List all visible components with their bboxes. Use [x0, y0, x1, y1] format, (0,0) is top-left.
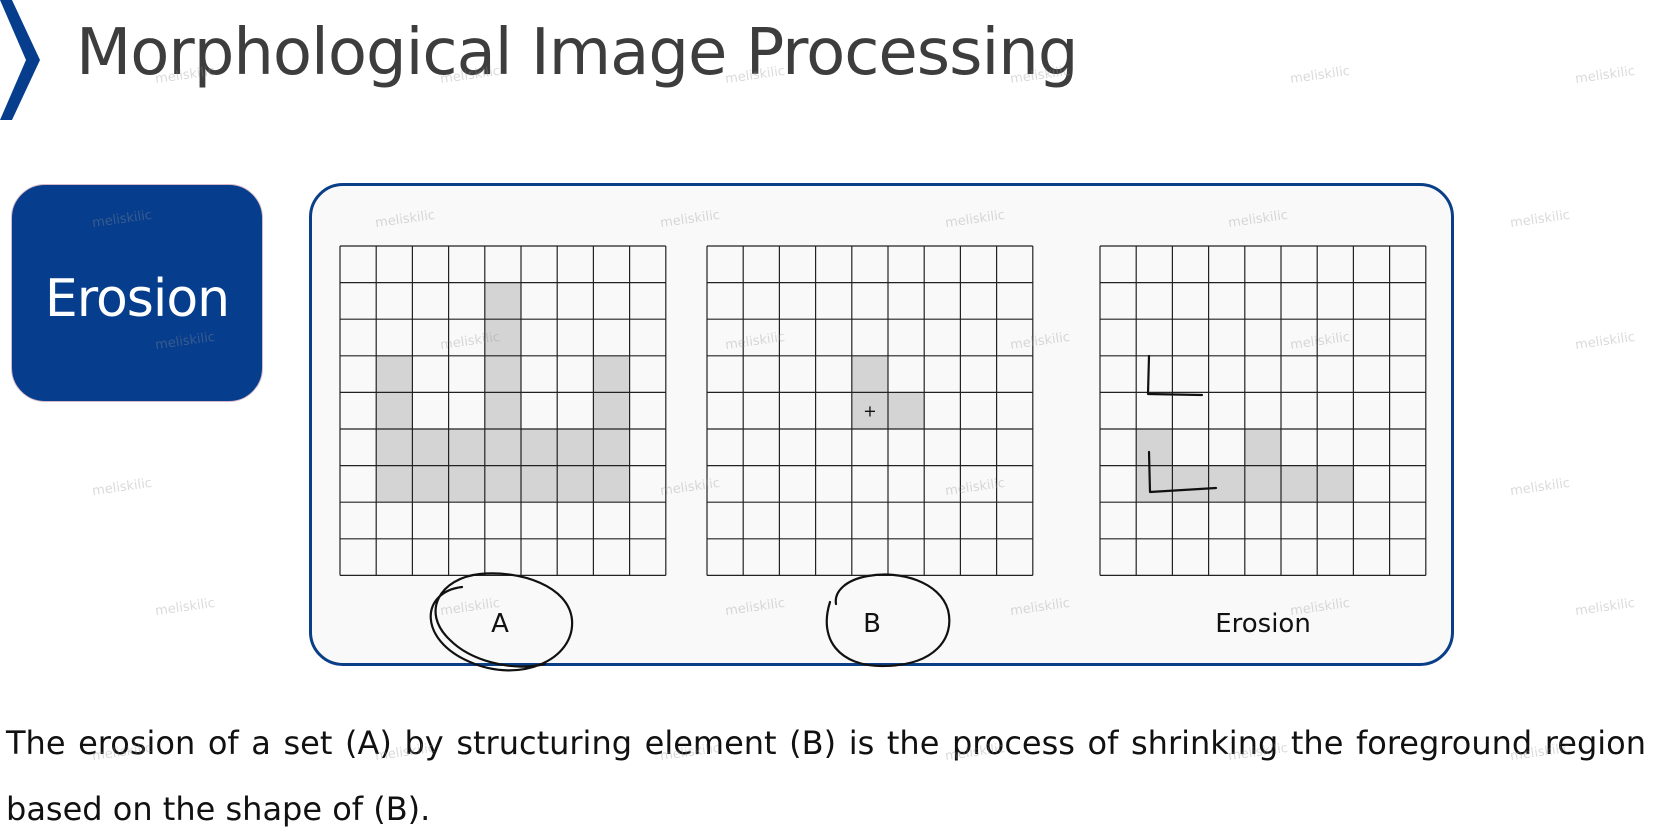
- description-text: The erosion of a set (A) by structuring …: [6, 724, 1646, 828]
- watermark: meliskilic: [1574, 63, 1636, 88]
- slide-title: Morphological Image Processing: [76, 16, 1078, 90]
- watermark: meliskilic: [1289, 63, 1351, 88]
- erosion-badge-label: Erosion: [44, 269, 230, 329]
- watermark: meliskilic: [154, 595, 216, 620]
- watermark: meliskilic: [1509, 475, 1571, 500]
- watermark: meliskilic: [91, 475, 153, 500]
- grid-label-erosion: Erosion: [1215, 609, 1311, 639]
- figure-panel: [309, 183, 1454, 666]
- watermark: meliskilic: [1574, 595, 1636, 620]
- erosion-badge: Erosion: [11, 184, 263, 402]
- watermark: meliskilic: [1574, 329, 1636, 354]
- grid-label-a: A: [491, 609, 509, 639]
- grid-label-b: B: [863, 609, 881, 639]
- chevron-right-icon: [0, 0, 40, 120]
- watermark: meliskilic: [1509, 207, 1571, 232]
